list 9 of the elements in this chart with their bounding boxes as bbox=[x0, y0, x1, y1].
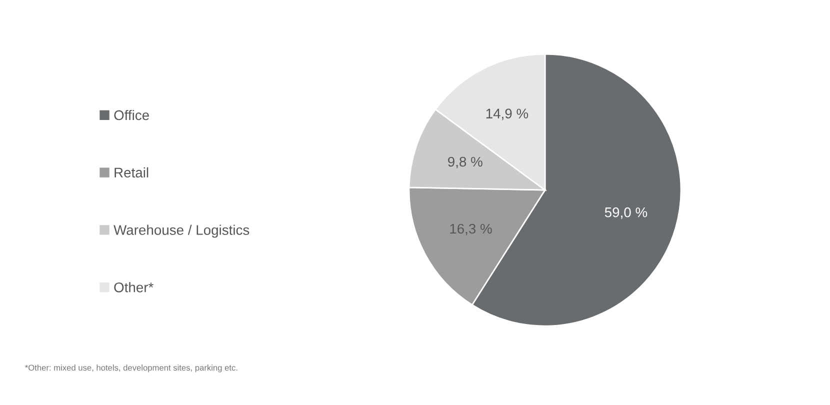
data-label: 59,0 % bbox=[604, 207, 648, 219]
text: *Other: mixed use, hotels, development sites, parking etc. bbox=[25, 364, 238, 372]
data-label: 16,3 % bbox=[450, 224, 492, 236]
legend-label: Warehouse / Logistics bbox=[114, 224, 250, 238]
data-label: 9,8 % bbox=[448, 156, 482, 168]
legend-label: Retail bbox=[114, 167, 148, 178]
legend-label: Other* bbox=[114, 282, 154, 292]
legend-label: Office bbox=[114, 110, 149, 120]
data-label: 14,9 % bbox=[486, 108, 528, 120]
